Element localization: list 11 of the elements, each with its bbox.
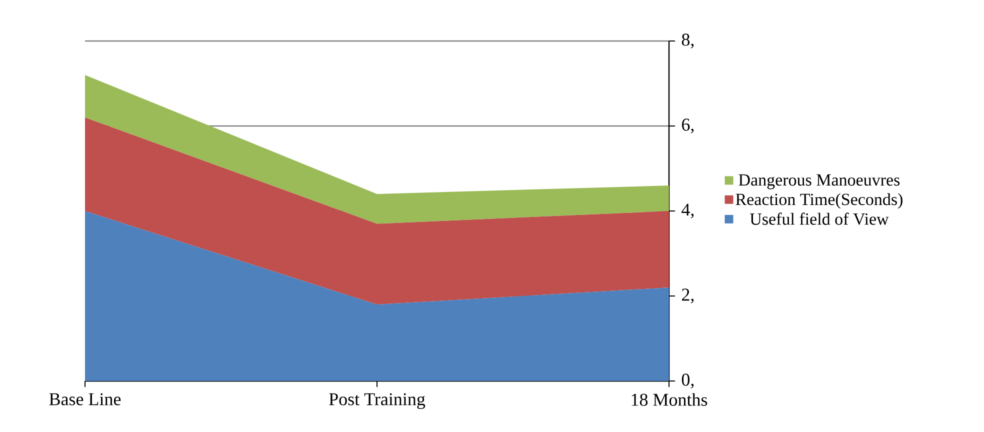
y-tick-label: 0, [682, 374, 694, 388]
y-tick-label: 2, [682, 288, 694, 304]
y-tick-label: 6, [682, 118, 694, 134]
y-tick-label: 8, [682, 34, 694, 48]
legend-label: Dangerous Manoeuvres [738, 174, 900, 190]
x-tick-label: Base Line [49, 393, 121, 406]
legend-label: Reaction Time(Seconds) [736, 193, 902, 209]
x-tick-label: Post Training [329, 393, 426, 410]
x-tick-label: 18 Months [632, 393, 708, 406]
legend-label: Useful field of View [750, 212, 889, 225]
y-tick-label: 4, [682, 204, 694, 218]
